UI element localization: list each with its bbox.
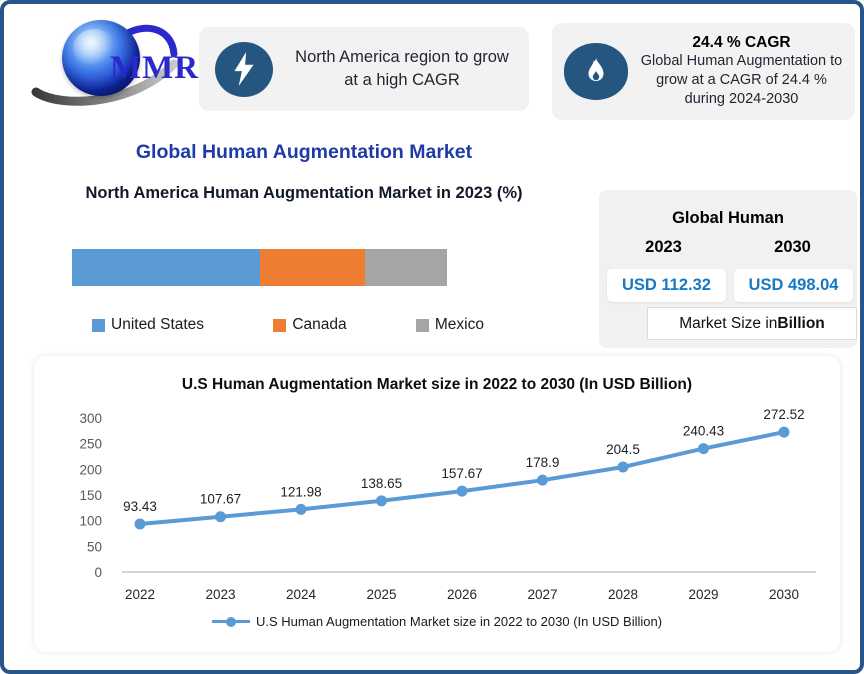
market-size-note: Market Size in Billion — [647, 307, 857, 340]
data-point-2030 — [778, 426, 790, 438]
market-size-panel: Global Human 2023 2030 USD 112.32 USD 49… — [599, 190, 857, 348]
callout-cagr: 24.4 % CAGR Global Human Augmentation to… — [552, 23, 855, 120]
legend-item-united-states: United States — [92, 316, 204, 334]
lightning-icon — [215, 41, 273, 97]
legend-swatch-icon — [273, 318, 287, 332]
x-tick-label-2023: 2023 — [205, 587, 235, 602]
data-point-2028 — [617, 461, 629, 473]
legend-label: Canada — [292, 316, 347, 333]
stacked-bar-chart — [72, 249, 447, 286]
x-tick-label-2024: 2024 — [286, 587, 317, 602]
data-label-2029: 240.43 — [683, 424, 724, 439]
cagr-heading: 24.4 % CAGR — [692, 34, 791, 51]
x-tick-label-2029: 2029 — [688, 587, 718, 602]
legend-label: Mexico — [434, 316, 484, 333]
panel-year-2030: 2030 — [774, 238, 811, 256]
logo-text: MMR — [110, 50, 200, 86]
y-tick-label: 200 — [79, 462, 102, 477]
callout-north-america: North America region to grow at a high C… — [199, 27, 529, 111]
x-tick-label-2030: 2030 — [769, 587, 799, 602]
data-label-2023: 107.67 — [200, 492, 241, 507]
bar-segment-united-states — [72, 249, 260, 286]
legend-swatch-icon — [92, 318, 105, 332]
legend-item-mexico: Mexico — [415, 316, 484, 334]
y-tick-label: 250 — [79, 437, 102, 452]
line-chart-legend: U.S Human Augmentation Market size in 20… — [34, 614, 840, 629]
market-size-2030: USD 498.04 — [734, 269, 853, 302]
data-point-2027 — [537, 474, 548, 486]
bar-segment-canada — [259, 249, 365, 286]
x-tick-label-2028: 2028 — [608, 587, 638, 602]
page-title: Global Human Augmentation Market — [135, 141, 473, 163]
x-tick-label-2022: 2022 — [125, 587, 155, 602]
data-label-2030: 272.52 — [763, 407, 804, 422]
bar-segment-mexico — [364, 249, 447, 286]
regional-chart-title: North America Human Augmentation Market … — [85, 184, 523, 202]
data-point-2029 — [698, 443, 709, 455]
data-label-2024: 121.98 — [280, 484, 321, 499]
flame-icon — [564, 43, 628, 100]
data-label-2026: 157.67 — [441, 466, 482, 481]
callout-north-america-text: North America region to grow at a high C… — [295, 48, 509, 89]
stacked-bar-legend: United States Canada Mexico — [92, 316, 484, 334]
globe-icon — [62, 20, 140, 96]
data-point-2023 — [215, 511, 226, 523]
y-tick-label: 300 — [79, 411, 102, 426]
data-label-2027: 178.9 — [526, 455, 560, 470]
line-chart-title: U.S Human Augmentation Market size in 20… — [181, 376, 693, 393]
data-point-2026 — [456, 485, 468, 497]
data-label-2028: 204.5 — [606, 442, 640, 457]
line-legend-marker-icon — [211, 616, 250, 627]
y-tick-label: 150 — [79, 488, 102, 503]
x-tick-label-2027: 2027 — [527, 587, 557, 602]
market-size-2023: USD 112.32 — [607, 269, 726, 302]
note-bold: Billion — [777, 314, 825, 332]
y-tick-label: 50 — [87, 539, 102, 554]
legend-item-canada: Canada — [273, 316, 347, 334]
x-tick-label-2026: 2026 — [447, 587, 477, 602]
legend-label: United States — [111, 316, 205, 333]
y-tick-label: 0 — [94, 565, 102, 580]
line-chart: 0 50 100 150 200 250 300 93.43 2022 107.67 2023 121… — [79, 407, 816, 602]
data-label-2022: 93.43 — [123, 499, 157, 514]
x-tick-label-2025: 2025 — [366, 587, 396, 602]
data-label-2025: 138.65 — [361, 476, 402, 491]
y-tick-label: 100 — [79, 514, 102, 529]
data-point-2022 — [134, 518, 146, 530]
panel-year-2023: 2023 — [645, 238, 682, 256]
note-prefix: Market Size in — [679, 314, 778, 332]
legend-swatch-icon — [415, 318, 429, 332]
line-chart-card: U.S Human Augmentation Market size in 20… — [34, 356, 840, 652]
data-point-2025 — [376, 495, 387, 507]
panel-heading: Global Human — [672, 209, 784, 227]
line-legend-label: U.S Human Augmentation Market size in 20… — [255, 614, 663, 629]
cagr-text: Global Human Augmentation to grow at a C… — [640, 53, 843, 107]
mmr-logo: MMR — [22, 12, 200, 110]
data-point-2024 — [295, 503, 307, 515]
